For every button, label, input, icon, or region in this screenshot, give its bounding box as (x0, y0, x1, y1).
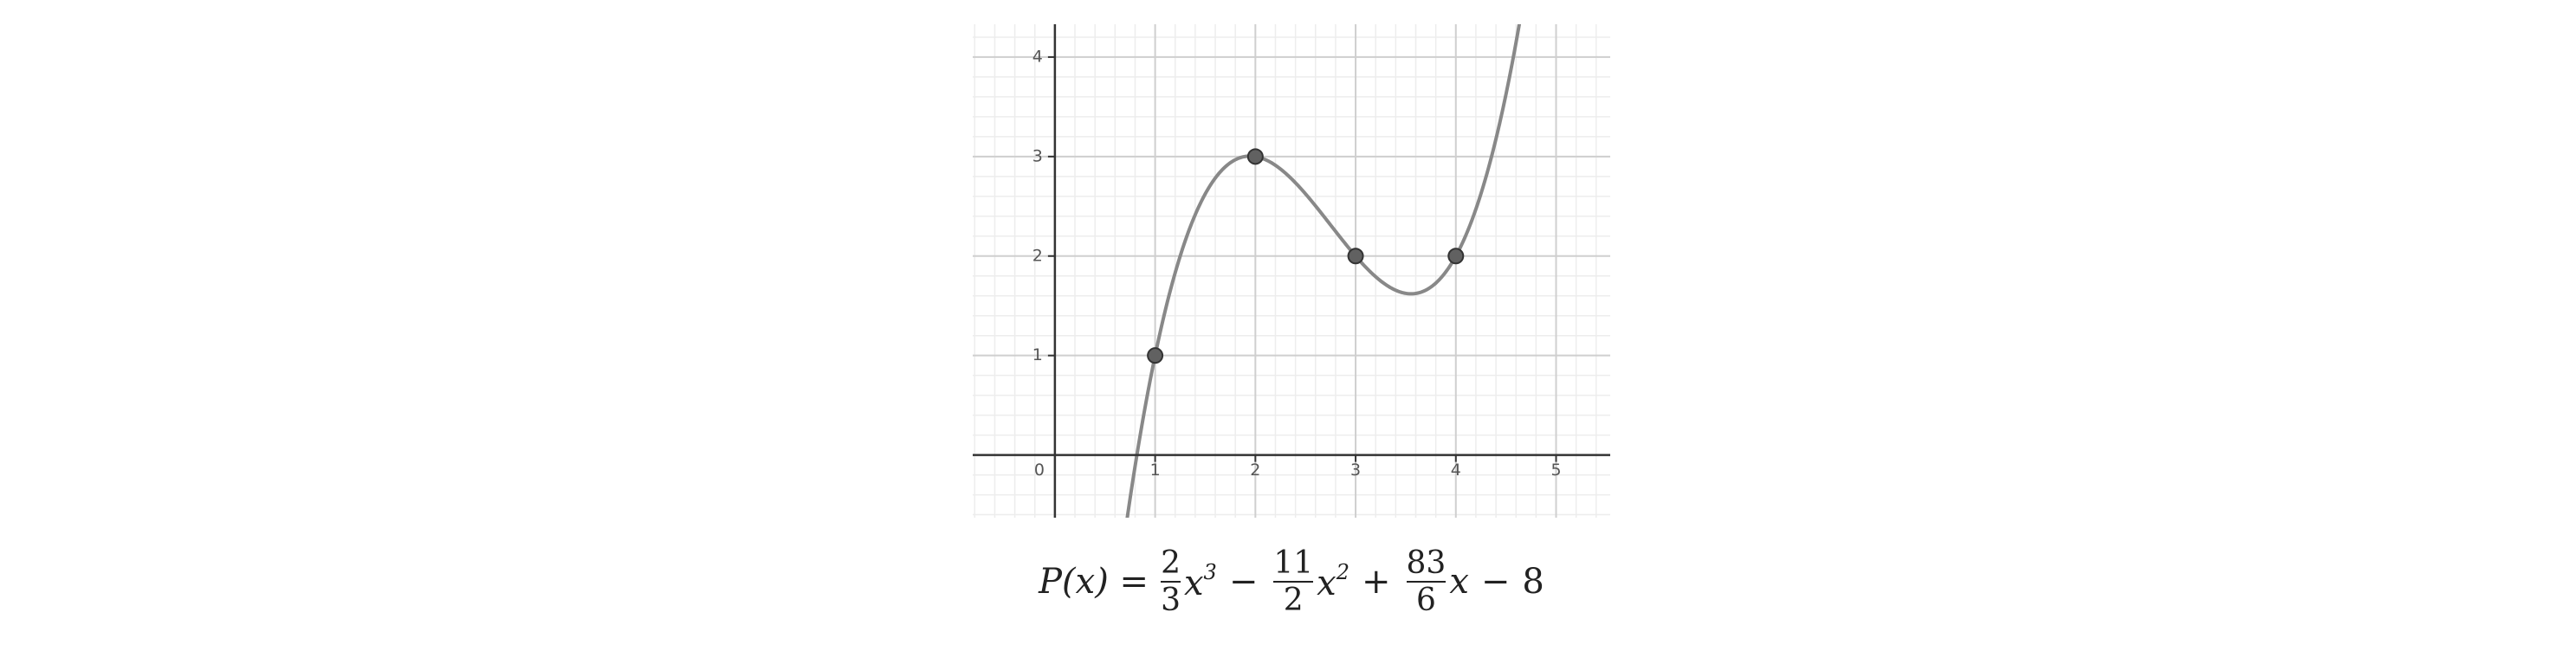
denominator: 3 (1161, 583, 1181, 619)
fraction: 11 2 (1273, 545, 1314, 619)
x-tick-label: 0 (1034, 461, 1045, 480)
formula: P(x) = 2 3 x3−11 2 x2 +83 6 x −8 (0, 545, 2576, 619)
y-tick-label: 4 (1032, 47, 1043, 66)
exponent: 2 (1336, 560, 1349, 585)
variable: x (1449, 562, 1469, 603)
constant: 8 (1522, 562, 1544, 603)
x-tick-label: 1 (1150, 461, 1161, 480)
variable: x2 (1317, 560, 1349, 604)
denominator: 6 (1415, 583, 1436, 619)
operator: − (1480, 562, 1511, 603)
x-tick-label: 4 (1451, 461, 1461, 480)
operator: + (1361, 562, 1391, 603)
x-tick-label: 3 (1350, 461, 1361, 480)
exponent: 3 (1203, 560, 1217, 585)
formula-lhs: P(x) = (1039, 562, 1149, 603)
point (1447, 248, 1465, 265)
y-tick-label: 2 (1032, 246, 1043, 265)
point (1147, 347, 1164, 364)
curve (1125, 24, 1522, 518)
x-tick-label: 2 (1250, 461, 1260, 480)
y-tick-label: 1 (1032, 345, 1043, 364)
plot-area (973, 24, 1610, 518)
fraction-bar (1406, 581, 1447, 583)
fraction-bar (1273, 581, 1314, 583)
fraction: 83 6 (1406, 545, 1447, 619)
chart: 0 1 2 3 4 5 1 2 3 4 (973, 24, 1610, 518)
point (1246, 148, 1264, 165)
point (1347, 248, 1364, 265)
fraction-bar (1161, 581, 1181, 583)
denominator: 2 (1283, 583, 1304, 619)
x-tick-label: 5 (1550, 461, 1561, 480)
numerator: 83 (1406, 545, 1447, 581)
numerator: 2 (1161, 545, 1181, 581)
operator: − (1228, 562, 1259, 603)
numerator: 11 (1273, 545, 1314, 581)
y-tick-label: 3 (1032, 146, 1043, 165)
variable: x3 (1183, 560, 1217, 604)
